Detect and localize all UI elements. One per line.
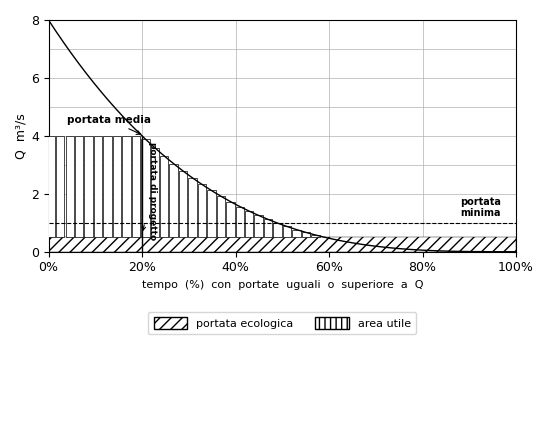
Bar bbox=[283, 227, 291, 237]
Bar bbox=[56, 136, 64, 237]
Bar bbox=[122, 136, 131, 237]
X-axis label: tempo  (%)  con  portate  uguali  o  superiore  a  Q: tempo (%) con portate uguali o superiore… bbox=[142, 280, 423, 290]
Bar bbox=[47, 136, 55, 237]
Bar bbox=[113, 136, 121, 237]
Text: portata di progetto: portata di progetto bbox=[142, 141, 156, 240]
Bar bbox=[141, 139, 149, 237]
Bar bbox=[65, 136, 74, 237]
Bar bbox=[207, 190, 216, 237]
Bar bbox=[160, 156, 169, 237]
Bar bbox=[311, 235, 320, 237]
Bar bbox=[302, 232, 310, 237]
Bar bbox=[264, 219, 272, 237]
Bar bbox=[170, 164, 178, 237]
Bar bbox=[245, 211, 254, 237]
Bar bbox=[132, 136, 140, 237]
Bar bbox=[217, 196, 225, 237]
Bar bbox=[179, 171, 187, 237]
Bar bbox=[85, 136, 93, 237]
Bar bbox=[273, 223, 282, 237]
Bar bbox=[103, 136, 112, 237]
Bar bbox=[226, 202, 234, 237]
Y-axis label: Q  m³/s: Q m³/s bbox=[15, 113, 28, 159]
Bar bbox=[198, 184, 206, 237]
Bar bbox=[94, 136, 102, 237]
Bar bbox=[188, 178, 197, 237]
Text: portata
minima: portata minima bbox=[460, 197, 501, 218]
Text: portata media: portata media bbox=[67, 115, 151, 134]
Bar bbox=[236, 206, 244, 237]
Bar bbox=[292, 230, 301, 237]
Legend: portata ecologica, area utile: portata ecologica, area utile bbox=[148, 312, 416, 334]
Bar bbox=[254, 215, 263, 237]
Bar bbox=[150, 147, 159, 237]
Bar bbox=[75, 136, 83, 237]
